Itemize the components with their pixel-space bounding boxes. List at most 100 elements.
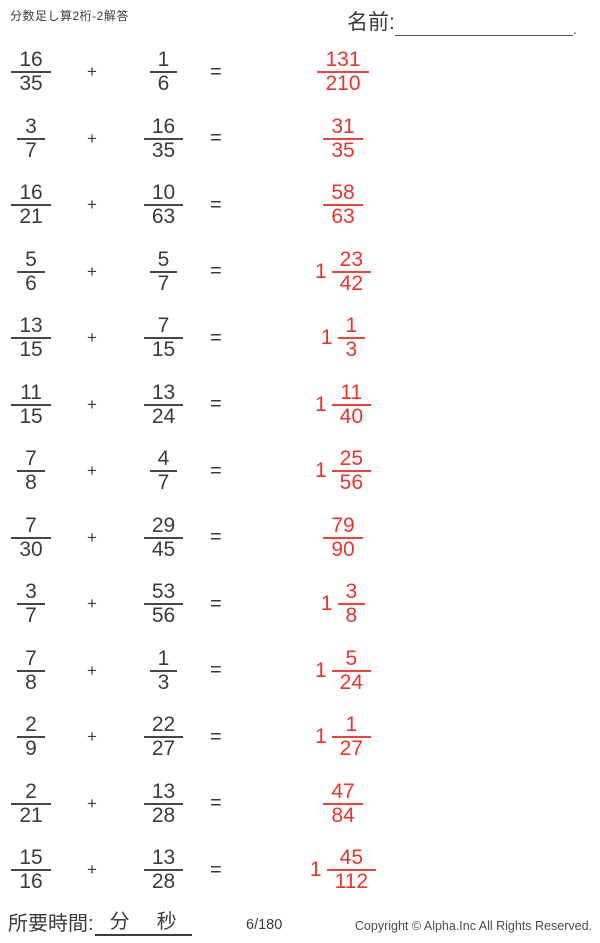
first-fraction-cell: 2 9 [2, 714, 60, 760]
first-fraction-numerator: 2 [25, 779, 37, 803]
plus-sign: + [87, 461, 97, 481]
first-fraction-cell: 13 15 [2, 315, 60, 361]
answer-numerator: 47 [331, 779, 355, 803]
second-fraction-bar [149, 270, 178, 273]
first-fraction: 7 8 [17, 448, 45, 494]
answer-fraction-bar [323, 204, 363, 207]
answer-whole-number: 1 [314, 392, 327, 416]
answer-cell: 131 210 [243, 49, 443, 95]
first-fraction-cell: 7 8 [2, 448, 60, 494]
problem-row: 13 15 + 7 15 = 1 1 3 [2, 305, 598, 372]
first-fraction-denominator: 21 [19, 803, 43, 827]
first-fraction: 2 21 [11, 779, 51, 827]
page-title: 分数足し算2桁-2解答 [10, 9, 129, 23]
operator-cell: + [60, 594, 124, 614]
footer: 所要時間: 分 秒 6/180 Copyright © Alpha.Inc Al… [0, 901, 600, 943]
second-fraction: 13 24 [143, 381, 184, 428]
equals-cell: = [203, 526, 243, 549]
answer-fraction-bar [323, 536, 363, 539]
plus-sign: + [87, 594, 97, 614]
equals-cell: = [203, 792, 243, 815]
answer-numerator: 131 [325, 48, 361, 72]
first-fraction: 7 30 [11, 514, 51, 561]
problems-list: 16 35 + 1 6 = 131 210 [2, 39, 598, 904]
equals-sign: = [210, 127, 222, 150]
first-fraction-denominator: 35 [19, 72, 43, 96]
first-fraction-bar [11, 71, 51, 74]
answer-numerator: 5 [345, 646, 358, 670]
plus-sign: + [87, 527, 97, 547]
first-fraction: 3 7 [17, 115, 45, 162]
second-fraction: 7 15 [143, 315, 184, 361]
answer-whole-number: 1 [314, 658, 327, 682]
problem-row: 11 15 + 13 24 = 1 11 40 [2, 372, 598, 439]
first-fraction: 16 21 [11, 182, 51, 229]
answer-fraction: 47 84 [323, 779, 363, 827]
plus-sign: + [87, 261, 97, 281]
answer-fraction-bar [331, 403, 372, 406]
problem-row: 7 8 + 1 3 = 1 5 24 [2, 638, 598, 705]
plus-sign: + [87, 860, 97, 880]
second-fraction-denominator: 45 [151, 537, 176, 561]
second-fraction-numerator: 1 [157, 646, 170, 670]
first-fraction-cell: 5 6 [2, 247, 60, 295]
second-fraction-denominator: 7 [157, 471, 170, 495]
first-fraction-numerator: 5 [25, 247, 37, 271]
answer-whole-number: 1 [320, 592, 333, 616]
first-fraction-numerator: 7 [25, 447, 37, 471]
answer-fraction-bar [323, 137, 363, 140]
plus-sign: + [87, 660, 97, 680]
page-number: 6/180 [246, 917, 283, 933]
equals-cell: = [203, 393, 243, 416]
first-fraction-bar [11, 536, 51, 539]
answer-cell: 47 84 [243, 779, 443, 827]
second-fraction-denominator: 24 [151, 404, 176, 428]
equals-sign: = [210, 526, 222, 549]
first-fraction-bar [11, 802, 51, 805]
second-fraction-denominator: 6 [157, 72, 170, 96]
operator-cell: + [60, 328, 124, 348]
first-fraction-denominator: 15 [19, 338, 43, 362]
second-fraction: 13 28 [143, 779, 184, 827]
answer-fraction-bar [323, 802, 363, 805]
second-fraction-numerator: 13 [151, 779, 176, 803]
first-fraction-numerator: 15 [19, 846, 43, 870]
second-fraction-denominator: 7 [157, 271, 170, 295]
plus-sign: + [87, 394, 97, 414]
second-fraction: 29 45 [143, 514, 184, 561]
second-fraction-cell: 5 7 [124, 248, 203, 295]
answer-cell: 31 35 [243, 114, 443, 162]
second-fraction-denominator: 28 [151, 870, 176, 894]
second-fraction-numerator: 10 [151, 181, 176, 205]
equals-sign: = [210, 858, 222, 881]
first-fraction-denominator: 21 [19, 205, 43, 229]
operator-cell: + [60, 195, 124, 215]
problem-row: 16 21 + 10 63 = 58 63 [2, 172, 598, 239]
answer-cell: 1 23 42 [243, 248, 443, 295]
first-fraction-bar [17, 603, 45, 606]
plus-sign: + [87, 727, 97, 747]
operator-cell: + [60, 395, 124, 415]
second-fraction-cell: 29 45 [124, 514, 203, 561]
plus-sign: + [87, 328, 97, 348]
problem-row: 7 8 + 4 7 = 1 25 56 [2, 438, 598, 505]
first-fraction-denominator: 30 [19, 537, 43, 561]
first-fraction-cell: 11 15 [2, 381, 60, 428]
answer-fraction: 11 40 [331, 381, 372, 428]
first-fraction-cell: 3 7 [2, 581, 60, 627]
operator-cell: + [60, 794, 124, 814]
answer-numerator: 31 [331, 114, 355, 138]
second-fraction-cell: 1 6 [124, 49, 203, 95]
answer-numerator: 79 [331, 513, 355, 537]
second-fraction: 16 35 [143, 115, 184, 162]
answer-denominator: 27 [339, 737, 364, 761]
second-fraction-denominator: 63 [151, 205, 176, 229]
first-fraction: 2 9 [17, 714, 45, 760]
second-fraction: 4 7 [149, 448, 178, 495]
equals-sign: = [210, 60, 222, 83]
second-fraction-cell: 1 3 [124, 646, 203, 694]
time-blank-line: 分 秒 [94, 905, 192, 936]
answer-whole-number: 1 [320, 326, 333, 350]
second-fraction-bar [143, 337, 184, 340]
answer-whole-number: 1 [314, 259, 327, 283]
